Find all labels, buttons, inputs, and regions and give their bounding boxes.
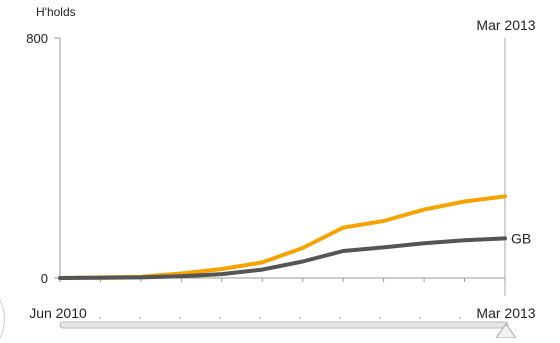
timeline-dot (219, 317, 221, 319)
timeline-dot (379, 317, 381, 319)
timeline-dot (339, 317, 341, 319)
timeline-dot (299, 317, 301, 319)
left-panel-edge (0, 299, 5, 339)
timeline-dot (179, 317, 181, 319)
y-tick-label: 0 (41, 271, 48, 286)
time-cursor-label: Mar 2013 (476, 17, 535, 33)
y-axis-label: H'holds (36, 5, 76, 19)
timeline-dot (419, 317, 421, 319)
series-label-1: GB (511, 230, 531, 246)
x-start-label: Jun 2010 (29, 305, 87, 321)
series-group: GB (58, 194, 531, 280)
timeline-dot (459, 317, 461, 319)
scrollbar-track[interactable] (59, 321, 509, 329)
timeline-dot (259, 317, 261, 319)
timeline-dot (139, 317, 141, 319)
y-ticks: 0 800 (26, 31, 60, 286)
x-ticks (59, 278, 506, 319)
series-line-1 (58, 236, 507, 280)
timeline-dot (99, 317, 101, 319)
x-end-label: Mar 2013 (476, 305, 535, 321)
y-tick-label: 800 (26, 31, 48, 46)
